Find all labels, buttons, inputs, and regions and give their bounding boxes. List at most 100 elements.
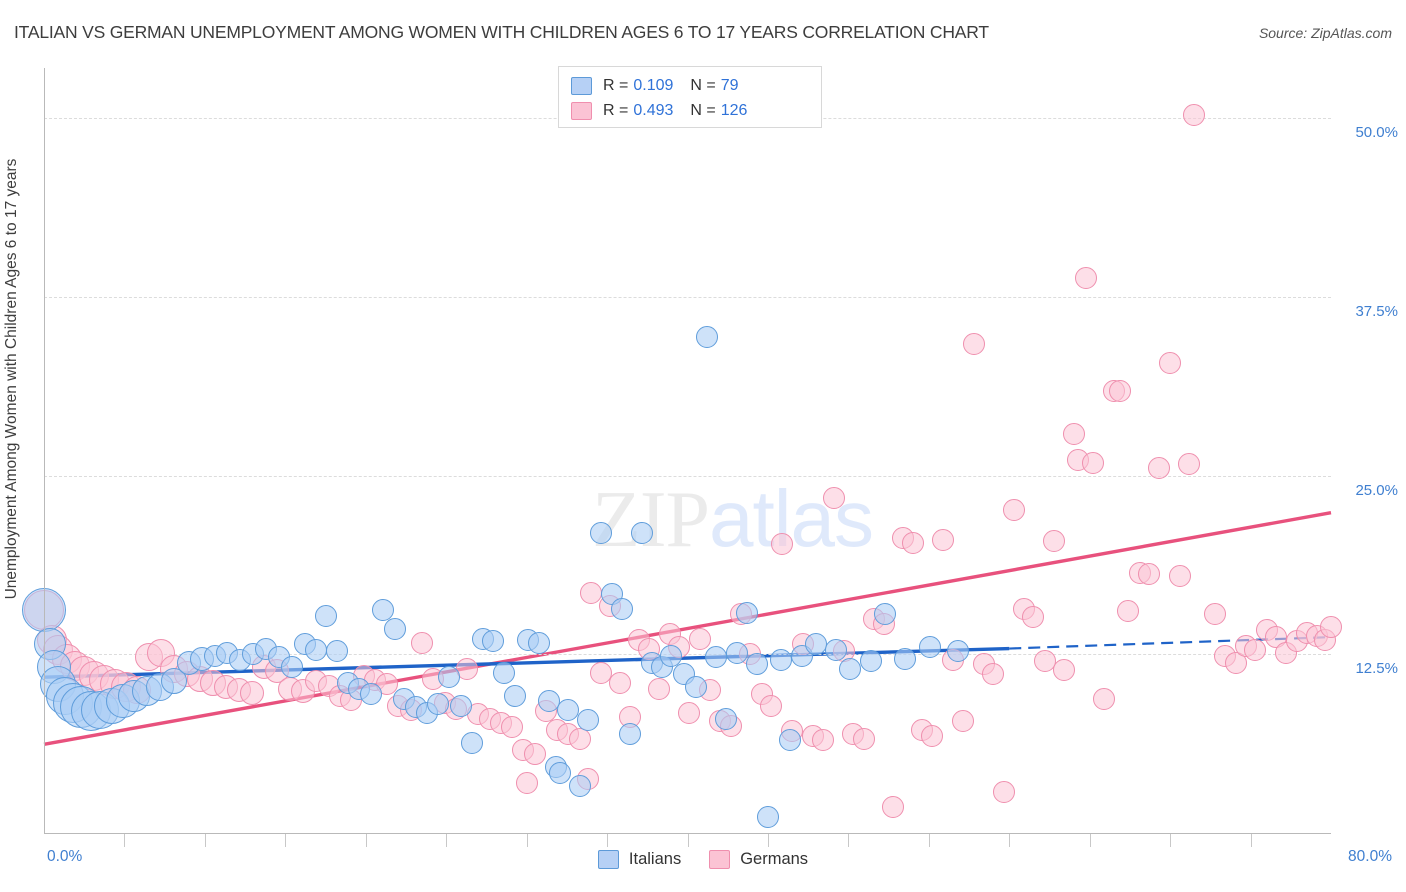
data-point-germans (882, 796, 905, 819)
plot-area: ZIPatlas (22, 68, 1342, 847)
data-point-italians (946, 640, 969, 663)
data-point-italians (280, 656, 303, 679)
data-point-italians (460, 731, 483, 754)
data-point-germans (993, 780, 1016, 803)
data-point-germans (853, 727, 876, 750)
data-point-germans (771, 533, 794, 556)
data-point-italians (618, 723, 641, 746)
data-point-italians (893, 647, 916, 670)
n-label: N = (690, 101, 716, 119)
data-point-germans (921, 724, 944, 747)
data-point-germans (951, 710, 974, 733)
x-axis-tick (1170, 833, 1172, 847)
data-point-italians (824, 638, 847, 661)
data-point-italians (504, 684, 527, 707)
data-point-germans (962, 332, 985, 355)
data-point-italians (557, 699, 580, 722)
y-axis-title: Unemployment Among Women with Children A… (3, 158, 20, 600)
x-axis-tick (687, 833, 689, 847)
data-point-italians (493, 661, 516, 684)
x-axis-tick (848, 833, 850, 847)
series-legend: Italians Germans (0, 850, 1406, 869)
data-point-italians (874, 603, 897, 626)
x-axis-tick (1089, 833, 1091, 847)
n-label: N = (690, 76, 716, 94)
data-point-germans (501, 716, 524, 739)
x-axis-tick (526, 833, 528, 847)
data-point-italians (325, 640, 348, 663)
legend-item-germans[interactable]: Germans (709, 850, 808, 869)
x-axis-tick (124, 833, 126, 847)
watermark-zip: ZIP (592, 476, 710, 564)
data-point-italians (481, 630, 504, 653)
x-axis-tick (365, 833, 367, 847)
page-title: ITALIAN VS GERMAN UNEMPLOYMENT AMONG WOM… (14, 22, 989, 42)
y-axis-tick-label: 12.5% (1355, 660, 1398, 678)
data-point-italians (715, 707, 738, 730)
data-point-germans (1052, 658, 1075, 681)
x-axis-tick (607, 833, 609, 847)
data-point-germans (1183, 104, 1206, 127)
data-point-italians (576, 709, 599, 732)
italians-swatch-icon (571, 76, 592, 95)
data-point-germans (1022, 606, 1045, 629)
italians-legend-label: Italians (628, 850, 682, 868)
gridline (44, 475, 1331, 477)
x-axis-tick (767, 833, 769, 847)
data-point-germans (1320, 616, 1342, 639)
data-point-italians (695, 325, 718, 348)
x-axis-tick (1250, 833, 1252, 847)
data-point-germans (1081, 451, 1104, 474)
legend-item-italians[interactable]: Italians (597, 850, 682, 869)
data-point-italians (660, 644, 683, 667)
data-point-germans (822, 487, 845, 510)
y-axis-tick-label: 50.0% (1355, 124, 1398, 142)
y-axis-line (44, 68, 45, 833)
r-label: R = (603, 101, 629, 119)
data-point-germans (1043, 530, 1066, 553)
data-point-italians (304, 638, 327, 661)
data-point-italians (736, 601, 759, 624)
data-point-italians (919, 636, 942, 659)
data-point-germans (1178, 453, 1201, 476)
data-point-germans (1147, 457, 1170, 480)
data-point-germans (515, 771, 538, 794)
x-axis-min-label: 0.0% (47, 848, 83, 865)
data-point-italians (589, 521, 612, 544)
data-point-germans (1075, 267, 1098, 290)
data-point-germans (647, 677, 670, 700)
data-point-italians (438, 666, 461, 689)
data-point-germans (523, 743, 546, 766)
data-point-germans (901, 531, 924, 554)
data-point-italians (383, 617, 406, 640)
data-point-italians (756, 806, 779, 829)
data-point-germans (411, 631, 434, 654)
data-point-italians (805, 633, 828, 656)
r-value: 0.109 (633, 76, 674, 94)
data-point-italians (528, 631, 551, 654)
data-point-germans (579, 581, 602, 604)
italians-legend-swatch-icon (597, 850, 619, 869)
data-point-italians (726, 641, 749, 664)
stats-legend-row-italians: R = 0.109 N = 79 (571, 73, 811, 98)
data-point-germans (1003, 498, 1026, 521)
data-point-germans (1117, 600, 1140, 623)
data-point-germans (982, 663, 1005, 686)
x-axis-line (44, 833, 1331, 834)
data-point-germans (1062, 423, 1085, 446)
data-point-italians (859, 650, 882, 673)
data-point-germans (1109, 380, 1132, 403)
y-axis-tick-label: 25.0% (1355, 481, 1398, 499)
source-attribution: Source: ZipAtlas.com (1258, 25, 1392, 41)
data-point-italians (314, 604, 337, 627)
stats-legend-row-germans: R = 0.493 N = 126 (571, 98, 811, 123)
gridline (44, 296, 1331, 298)
data-point-germans (589, 661, 612, 684)
x-axis-tick (204, 833, 206, 847)
x-axis-tick (446, 833, 448, 847)
data-point-germans (1138, 563, 1161, 586)
data-point-germans (1244, 638, 1267, 661)
data-point-italians (359, 683, 382, 706)
data-point-germans (689, 627, 712, 650)
